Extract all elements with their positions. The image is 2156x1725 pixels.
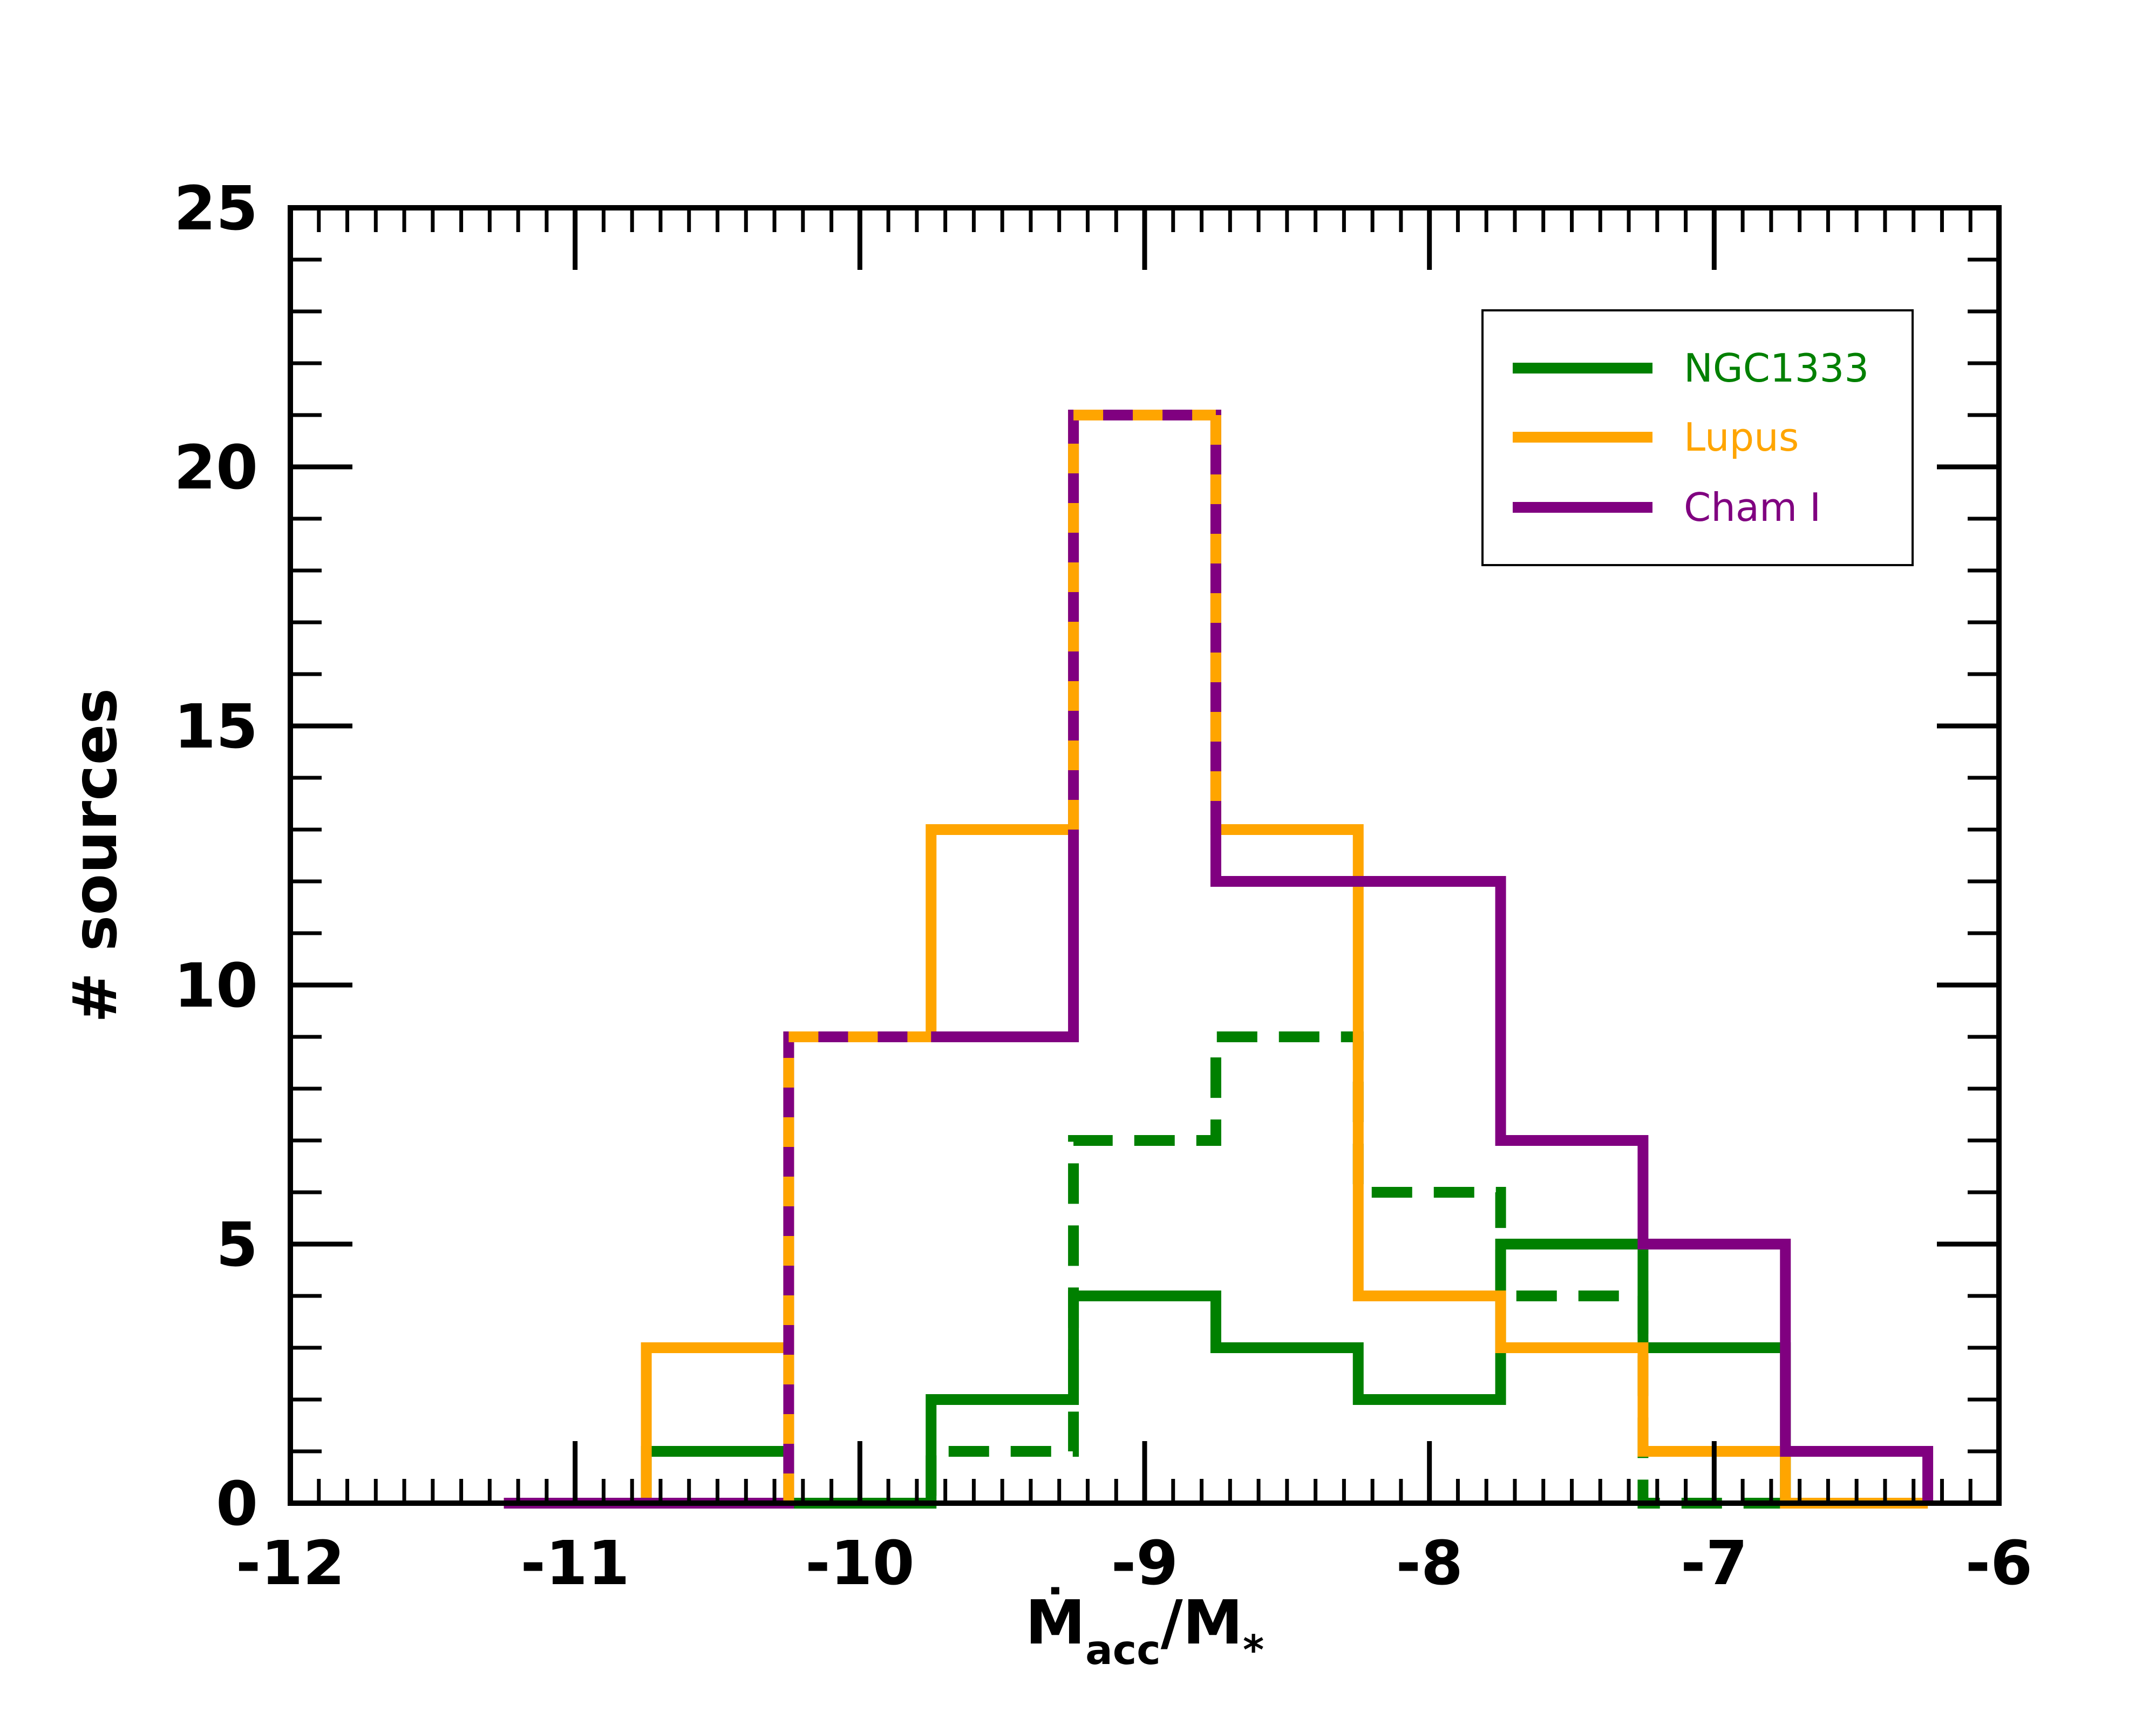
y-tick-label: 25 bbox=[174, 174, 258, 244]
y-axis-title: # sources bbox=[60, 688, 131, 1023]
labels-layer: -12 -11 -10 -9 -8 -7 -6 0 5 10 15 20 25 bbox=[174, 174, 2032, 1599]
y-tick-label: 10 bbox=[174, 951, 258, 1021]
ticks-layer bbox=[288, 205, 2002, 1506]
y-tick-label: 15 bbox=[174, 692, 258, 762]
y-tick-label: 5 bbox=[216, 1210, 258, 1280]
x-axis-title-main: Ṁ bbox=[1025, 1587, 1085, 1658]
x-tick-label: -6 bbox=[1965, 1529, 2032, 1599]
x-axis-title-sep: /M bbox=[1161, 1588, 1243, 1658]
legend-label-cham-i: Cham I bbox=[1684, 485, 1821, 530]
lupus-cham-overlap bbox=[783, 410, 1221, 1503]
x-axis-title-sub2: * bbox=[1243, 1626, 1264, 1674]
x-tick-label: -11 bbox=[520, 1529, 629, 1599]
legend: NGC1333 Lupus Cham I bbox=[1481, 309, 1914, 566]
x-tick-label: -9 bbox=[1111, 1529, 1178, 1599]
legend-label-lupus: Lupus bbox=[1684, 415, 1799, 460]
plot-frame bbox=[288, 205, 2002, 1506]
x-axis-title: Ṁacc/M* bbox=[1025, 1587, 1264, 1674]
x-tick-label: -12 bbox=[236, 1529, 345, 1599]
y-tick-label: 20 bbox=[174, 433, 258, 503]
y-tick-label: 0 bbox=[216, 1469, 258, 1539]
series-cham-i bbox=[504, 410, 1934, 1509]
x-tick-label: -8 bbox=[1396, 1529, 1463, 1599]
legend-label-ngc1333: NGC1333 bbox=[1684, 345, 1869, 391]
x-axis-title-sub: acc bbox=[1085, 1626, 1161, 1674]
x-tick-label: -10 bbox=[805, 1529, 914, 1599]
x-tick-label: -7 bbox=[1681, 1529, 1747, 1599]
